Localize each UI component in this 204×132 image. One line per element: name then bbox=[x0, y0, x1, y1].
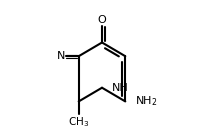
Text: O: O bbox=[98, 15, 106, 25]
Text: NH$_2$: NH$_2$ bbox=[135, 95, 157, 108]
Text: N: N bbox=[57, 51, 65, 61]
Text: NH: NH bbox=[112, 83, 128, 93]
Text: CH$_3$: CH$_3$ bbox=[68, 115, 89, 129]
